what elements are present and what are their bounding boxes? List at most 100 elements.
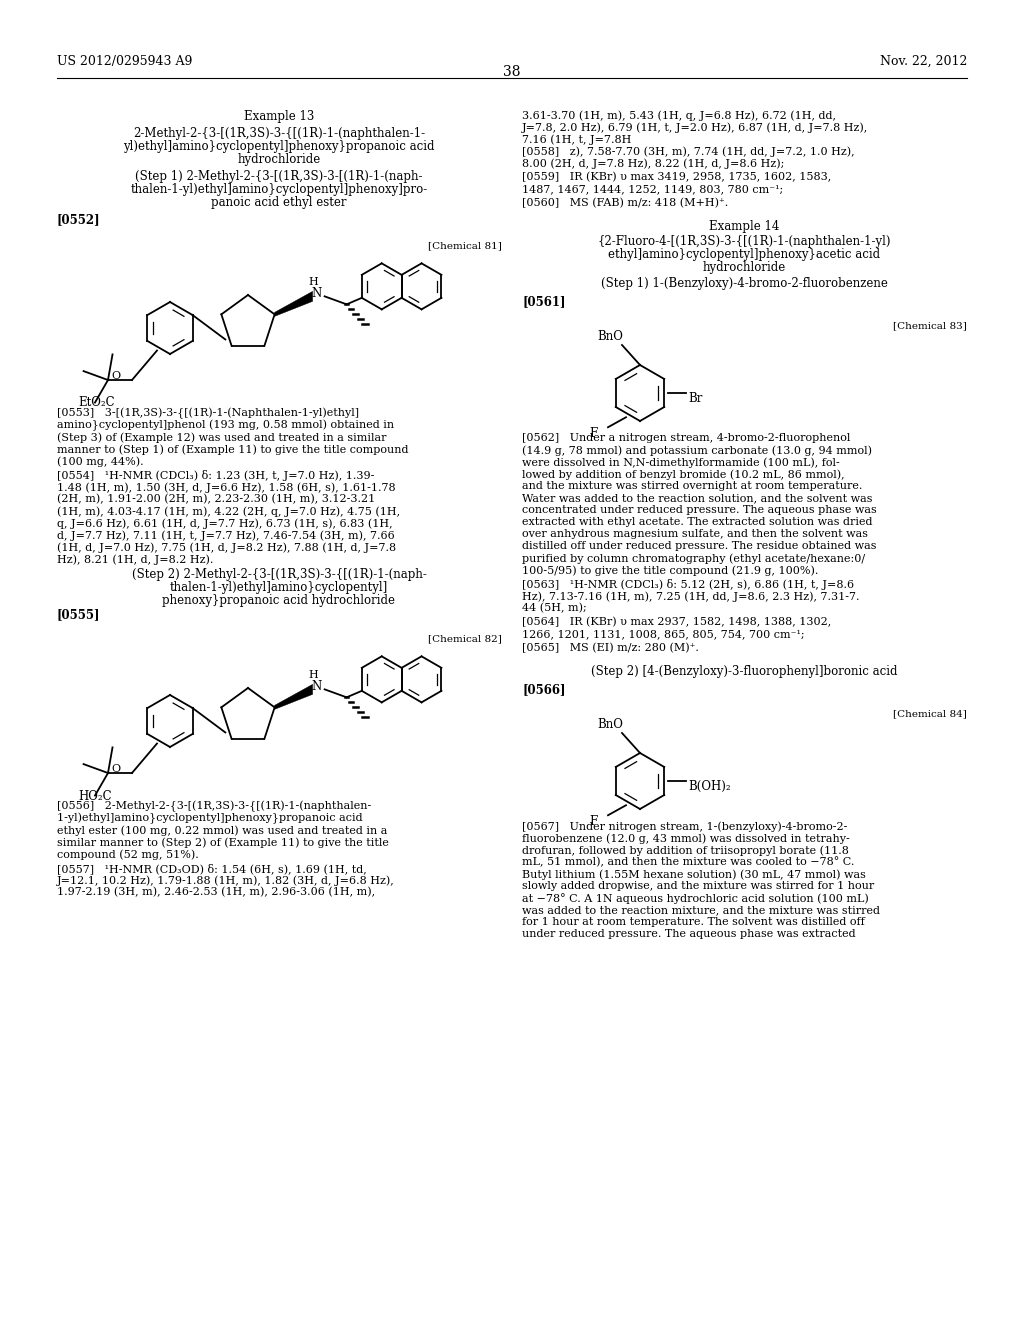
Text: Water was added to the reaction solution, and the solvent was: Water was added to the reaction solution… — [522, 492, 872, 503]
Text: (14.9 g, 78 mmol) and potassium carbonate (13.0 g, 94 mmol): (14.9 g, 78 mmol) and potassium carbonat… — [522, 445, 872, 455]
Text: N: N — [311, 680, 322, 693]
Text: 7.16 (1H, t, J=7.8H: 7.16 (1H, t, J=7.8H — [522, 135, 632, 145]
Text: over anhydrous magnesium sulfate, and then the solvent was: over anhydrous magnesium sulfate, and th… — [522, 529, 868, 539]
Text: {2-Fluoro-4-[(1R,3S)-3-{[(1R)-1-(naphthalen-1-yl): {2-Fluoro-4-[(1R,3S)-3-{[(1R)-1-(naphtha… — [597, 235, 891, 248]
Text: 1487, 1467, 1444, 1252, 1149, 803, 780 cm⁻¹;: 1487, 1467, 1444, 1252, 1149, 803, 780 c… — [522, 183, 783, 194]
Text: Example 14: Example 14 — [709, 220, 779, 234]
Text: N: N — [311, 286, 322, 300]
Text: 2-Methyl-2-{3-[(1R,3S)-3-{[(1R)-1-(naphthalen-1-: 2-Methyl-2-{3-[(1R,3S)-3-{[(1R)-1-(napht… — [133, 127, 425, 140]
Text: for 1 hour at room temperature. The solvent was distilled off: for 1 hour at room temperature. The solv… — [522, 917, 864, 927]
Text: F: F — [590, 814, 598, 828]
Text: 1.48 (1H, m), 1.50 (3H, d, J=6.6 Hz), 1.58 (6H, s), 1.61-1.78: 1.48 (1H, m), 1.50 (3H, d, J=6.6 Hz), 1.… — [57, 482, 395, 492]
Text: [0559]   IR (KBr) υ max 3419, 2958, 1735, 1602, 1583,: [0559] IR (KBr) υ max 3419, 2958, 1735, … — [522, 172, 831, 182]
Text: J=12.1, 10.2 Hz), 1.79-1.88 (1H, m), 1.82 (3H, d, J=6.8 Hz),: J=12.1, 10.2 Hz), 1.79-1.88 (1H, m), 1.8… — [57, 875, 394, 886]
Text: [0563]   ¹H-NMR (CDCl₃) δ: 5.12 (2H, s), 6.86 (1H, t, J=8.6: [0563] ¹H-NMR (CDCl₃) δ: 5.12 (2H, s), 6… — [522, 579, 854, 590]
Text: (Step 2) [4-(Benzyloxy)-3-fluorophenyl]boronic acid: (Step 2) [4-(Benzyloxy)-3-fluorophenyl]b… — [591, 665, 897, 678]
Text: [Chemical 82]: [Chemical 82] — [428, 634, 502, 643]
Text: 3.61-3.70 (1H, m), 5.43 (1H, q, J=6.8 Hz), 6.72 (1H, dd,: 3.61-3.70 (1H, m), 5.43 (1H, q, J=6.8 Hz… — [522, 110, 836, 120]
Text: slowly added dropwise, and the mixture was stirred for 1 hour: slowly added dropwise, and the mixture w… — [522, 880, 874, 891]
Text: concentrated under reduced pressure. The aqueous phase was: concentrated under reduced pressure. The… — [522, 506, 877, 515]
Text: thalen-1-yl)ethyl]amino}cyclopentyl]: thalen-1-yl)ethyl]amino}cyclopentyl] — [170, 581, 388, 594]
Text: [0558]   z), 7.58-7.70 (3H, m), 7.74 (1H, dd, J=7.2, 1.0 Hz),: [0558] z), 7.58-7.70 (3H, m), 7.74 (1H, … — [522, 147, 855, 157]
Text: ethyl ester (100 mg, 0.22 mmol) was used and treated in a: ethyl ester (100 mg, 0.22 mmol) was used… — [57, 825, 387, 836]
Text: [0552]: [0552] — [57, 213, 100, 226]
Text: yl)ethyl]amino}cyclopentyl]phenoxy}propanoic acid: yl)ethyl]amino}cyclopentyl]phenoxy}propa… — [123, 140, 435, 153]
Text: ethyl]amino}cyclopentyl]phenoxy}acetic acid: ethyl]amino}cyclopentyl]phenoxy}acetic a… — [608, 248, 880, 261]
Text: (Step 1) 2-Methyl-2-{3-[(1R,3S)-3-[(1R)-1-(naph-: (Step 1) 2-Methyl-2-{3-[(1R,3S)-3-[(1R)-… — [135, 170, 423, 183]
Text: [0562]   Under a nitrogen stream, 4-bromo-2-fluorophenol: [0562] Under a nitrogen stream, 4-bromo-… — [522, 433, 850, 444]
Text: drofuran, followed by addition of triisopropyl borate (11.8: drofuran, followed by addition of triiso… — [522, 845, 849, 855]
Text: B(OH)₂: B(OH)₂ — [688, 780, 731, 792]
Text: [0554]   ¹H-NMR (CDCl₃) δ: 1.23 (3H, t, J=7.0 Hz), 1.39-: [0554] ¹H-NMR (CDCl₃) δ: 1.23 (3H, t, J=… — [57, 470, 375, 480]
Text: [0557]   ¹H-NMR (CD₃OD) δ: 1.54 (6H, s), 1.69 (1H, td,: [0557] ¹H-NMR (CD₃OD) δ: 1.54 (6H, s), 1… — [57, 863, 367, 874]
Polygon shape — [274, 292, 312, 317]
Text: 44 (5H, m);: 44 (5H, m); — [522, 603, 587, 614]
Text: were dissolved in N,N-dimethylformamide (100 mL), fol-: were dissolved in N,N-dimethylformamide … — [522, 457, 840, 467]
Text: thalen-1-yl)ethyl]amino}cyclopentyl]phenoxy]pro-: thalen-1-yl)ethyl]amino}cyclopentyl]phen… — [130, 183, 428, 195]
Text: (Step 3) of (Example 12) was used and treated in a similar: (Step 3) of (Example 12) was used and tr… — [57, 432, 386, 442]
Text: [0560]   MS (FAB) m/z: 418 (M+H)⁺.: [0560] MS (FAB) m/z: 418 (M+H)⁺. — [522, 198, 728, 209]
Text: H: H — [309, 277, 318, 288]
Text: hydrochloride: hydrochloride — [238, 153, 321, 166]
Text: [0567]   Under nitrogen stream, 1-(benzyloxy)-4-bromo-2-: [0567] Under nitrogen stream, 1-(benzylo… — [522, 821, 848, 832]
Text: 8.00 (2H, d, J=7.8 Hz), 8.22 (1H, d, J=8.6 Hz);: 8.00 (2H, d, J=7.8 Hz), 8.22 (1H, d, J=8… — [522, 158, 784, 169]
Text: similar manner to (Step 2) of (Example 11) to give the title: similar manner to (Step 2) of (Example 1… — [57, 837, 389, 847]
Text: Hz), 8.21 (1H, d, J=8.2 Hz).: Hz), 8.21 (1H, d, J=8.2 Hz). — [57, 554, 213, 565]
Text: distilled off under reduced pressure. The residue obtained was: distilled off under reduced pressure. Th… — [522, 541, 877, 550]
Text: F: F — [590, 426, 598, 440]
Text: purified by column chromatography (ethyl acetate/hexane:0/: purified by column chromatography (ethyl… — [522, 553, 865, 564]
Text: HO₂C: HO₂C — [78, 789, 112, 803]
Text: [Chemical 84]: [Chemical 84] — [893, 709, 967, 718]
Text: [0561]: [0561] — [522, 294, 565, 308]
Text: at −78° C. A 1N aqueous hydrochloric acid solution (100 mL): at −78° C. A 1N aqueous hydrochloric aci… — [522, 894, 868, 904]
Text: fluorobenzene (12.0 g, 43 mmol) was dissolved in tetrahy-: fluorobenzene (12.0 g, 43 mmol) was diss… — [522, 833, 850, 843]
Text: 1266, 1201, 1131, 1008, 865, 805, 754, 700 cm⁻¹;: 1266, 1201, 1131, 1008, 865, 805, 754, 7… — [522, 630, 805, 639]
Text: Nov. 22, 2012: Nov. 22, 2012 — [880, 55, 967, 69]
Text: O: O — [112, 371, 121, 381]
Text: [0553]   3-[(1R,3S)-3-{[(1R)-1-(Naphthalen-1-yl)ethyl]: [0553] 3-[(1R,3S)-3-{[(1R)-1-(Naphthalen… — [57, 408, 359, 420]
Polygon shape — [274, 684, 312, 709]
Text: [0564]   IR (KBr) υ max 2937, 1582, 1498, 1388, 1302,: [0564] IR (KBr) υ max 2937, 1582, 1498, … — [522, 616, 831, 627]
Text: hydrochloride: hydrochloride — [702, 261, 785, 275]
Text: 1.97-2.19 (3H, m), 2.46-2.53 (1H, m), 2.96-3.06 (1H, m),: 1.97-2.19 (3H, m), 2.46-2.53 (1H, m), 2.… — [57, 887, 375, 898]
Text: was added to the reaction mixture, and the mixture was stirred: was added to the reaction mixture, and t… — [522, 906, 880, 915]
Text: EtO₂C: EtO₂C — [78, 396, 115, 409]
Text: (2H, m), 1.91-2.00 (2H, m), 2.23-2.30 (1H, m), 3.12-3.21: (2H, m), 1.91-2.00 (2H, m), 2.23-2.30 (1… — [57, 494, 375, 504]
Text: lowed by addition of benzyl bromide (10.2 mL, 86 mmol),: lowed by addition of benzyl bromide (10.… — [522, 469, 845, 479]
Text: 38: 38 — [503, 65, 521, 79]
Text: BnO: BnO — [597, 330, 623, 343]
Text: amino}cyclopentyl]phenol (193 mg, 0.58 mmol) obtained in: amino}cyclopentyl]phenol (193 mg, 0.58 m… — [57, 420, 394, 432]
Text: mL, 51 mmol), and then the mixture was cooled to −78° C.: mL, 51 mmol), and then the mixture was c… — [522, 857, 854, 867]
Text: manner to (Step 1) of (Example 11) to give the title compound: manner to (Step 1) of (Example 11) to gi… — [57, 444, 409, 454]
Text: d, J=7.7 Hz), 7.11 (1H, t, J=7.7 Hz), 7.46-7.54 (3H, m), 7.66: d, J=7.7 Hz), 7.11 (1H, t, J=7.7 Hz), 7.… — [57, 531, 394, 541]
Text: [Chemical 81]: [Chemical 81] — [428, 242, 502, 249]
Text: (Step 2) 2-Methyl-2-{3-[(1R,3S)-3-{[(1R)-1-(naph-: (Step 2) 2-Methyl-2-{3-[(1R,3S)-3-{[(1R)… — [131, 568, 426, 581]
Text: extracted with ethyl acetate. The extracted solution was dried: extracted with ethyl acetate. The extrac… — [522, 517, 872, 527]
Text: Hz), 7.13-7.16 (1H, m), 7.25 (1H, dd, J=8.6, 2.3 Hz), 7.31-7.: Hz), 7.13-7.16 (1H, m), 7.25 (1H, dd, J=… — [522, 591, 859, 602]
Text: Butyl lithium (1.55M hexane solution) (30 mL, 47 mmol) was: Butyl lithium (1.55M hexane solution) (3… — [522, 869, 866, 879]
Text: compound (52 mg, 51%).: compound (52 mg, 51%). — [57, 849, 199, 859]
Text: [0566]: [0566] — [522, 682, 565, 696]
Text: (100 mg, 44%).: (100 mg, 44%). — [57, 455, 143, 466]
Text: [Chemical 83]: [Chemical 83] — [893, 321, 967, 330]
Text: q, J=6.6 Hz), 6.61 (1H, d, J=7.7 Hz), 6.73 (1H, s), 6.83 (1H,: q, J=6.6 Hz), 6.61 (1H, d, J=7.7 Hz), 6.… — [57, 517, 392, 528]
Text: [0565]   MS (EI) m/z: 280 (M)⁺.: [0565] MS (EI) m/z: 280 (M)⁺. — [522, 643, 698, 653]
Text: J=7.8, 2.0 Hz), 6.79 (1H, t, J=2.0 Hz), 6.87 (1H, d, J=7.8 Hz),: J=7.8, 2.0 Hz), 6.79 (1H, t, J=2.0 Hz), … — [522, 121, 868, 132]
Text: 1-yl)ethyl]amino}cyclopentyl]phenoxy}propanoic acid: 1-yl)ethyl]amino}cyclopentyl]phenoxy}pro… — [57, 813, 362, 825]
Text: [0555]: [0555] — [57, 609, 100, 620]
Text: and the mixture was stirred overnight at room temperature.: and the mixture was stirred overnight at… — [522, 480, 862, 491]
Text: Br: Br — [688, 392, 702, 404]
Text: phenoxy}propanoic acid hydrochloride: phenoxy}propanoic acid hydrochloride — [163, 594, 395, 607]
Text: [0556]   2-Methyl-2-{3-[(1R,3S)-3-{[(1R)-1-(naphthalen-: [0556] 2-Methyl-2-{3-[(1R,3S)-3-{[(1R)-1… — [57, 801, 372, 812]
Text: panoic acid ethyl ester: panoic acid ethyl ester — [211, 195, 347, 209]
Text: Example 13: Example 13 — [244, 110, 314, 123]
Text: (Step 1) 1-(Benzyloxy)-4-bromo-2-fluorobenzene: (Step 1) 1-(Benzyloxy)-4-bromo-2-fluorob… — [600, 277, 888, 290]
Text: 100-5/95) to give the title compound (21.9 g, 100%).: 100-5/95) to give the title compound (21… — [522, 565, 818, 576]
Text: (1H, d, J=7.0 Hz), 7.75 (1H, d, J=8.2 Hz), 7.88 (1H, d, J=7.8: (1H, d, J=7.0 Hz), 7.75 (1H, d, J=8.2 Hz… — [57, 543, 396, 553]
Text: BnO: BnO — [597, 718, 623, 731]
Text: H: H — [309, 671, 318, 680]
Text: (1H, m), 4.03-4.17 (1H, m), 4.22 (2H, q, J=7.0 Hz), 4.75 (1H,: (1H, m), 4.03-4.17 (1H, m), 4.22 (2H, q,… — [57, 506, 400, 516]
Text: under reduced pressure. The aqueous phase was extracted: under reduced pressure. The aqueous phas… — [522, 929, 856, 939]
Text: O: O — [112, 764, 121, 774]
Text: US 2012/0295943 A9: US 2012/0295943 A9 — [57, 55, 193, 69]
